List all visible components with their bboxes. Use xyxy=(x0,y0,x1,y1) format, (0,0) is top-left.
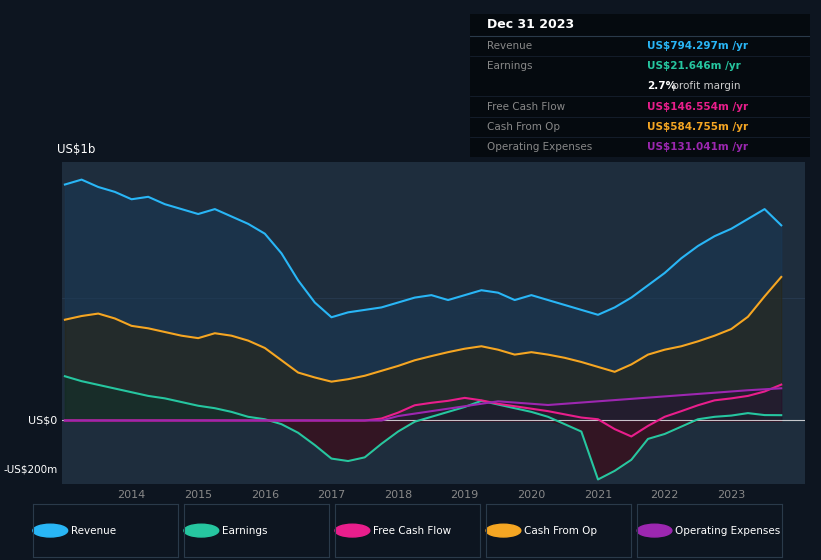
Text: 2.7%: 2.7% xyxy=(647,81,676,91)
Text: US$1b: US$1b xyxy=(57,143,96,156)
Text: Cash From Op: Cash From Op xyxy=(524,526,597,535)
Text: US$146.554m /yr: US$146.554m /yr xyxy=(647,101,748,111)
Circle shape xyxy=(184,524,218,537)
Text: Cash From Op: Cash From Op xyxy=(487,122,560,132)
Text: US$21.646m /yr: US$21.646m /yr xyxy=(647,61,741,71)
Text: US$0: US$0 xyxy=(28,416,57,426)
Text: Free Cash Flow: Free Cash Flow xyxy=(373,526,451,535)
Text: Revenue: Revenue xyxy=(487,41,532,51)
Text: Dec 31 2023: Dec 31 2023 xyxy=(487,18,574,31)
Circle shape xyxy=(486,524,521,537)
Text: Operating Expenses: Operating Expenses xyxy=(487,142,592,152)
Text: Free Cash Flow: Free Cash Flow xyxy=(487,101,565,111)
Circle shape xyxy=(335,524,369,537)
Text: Operating Expenses: Operating Expenses xyxy=(675,526,780,535)
Text: Earnings: Earnings xyxy=(222,526,267,535)
Text: -US$200m: -US$200m xyxy=(3,465,57,475)
Circle shape xyxy=(33,524,67,537)
Text: Earnings: Earnings xyxy=(487,61,532,71)
Text: US$131.041m /yr: US$131.041m /yr xyxy=(647,142,748,152)
Text: US$794.297m /yr: US$794.297m /yr xyxy=(647,41,748,51)
Text: profit margin: profit margin xyxy=(669,81,741,91)
Circle shape xyxy=(637,524,672,537)
Text: Revenue: Revenue xyxy=(71,526,116,535)
Text: US$584.755m /yr: US$584.755m /yr xyxy=(647,122,748,132)
